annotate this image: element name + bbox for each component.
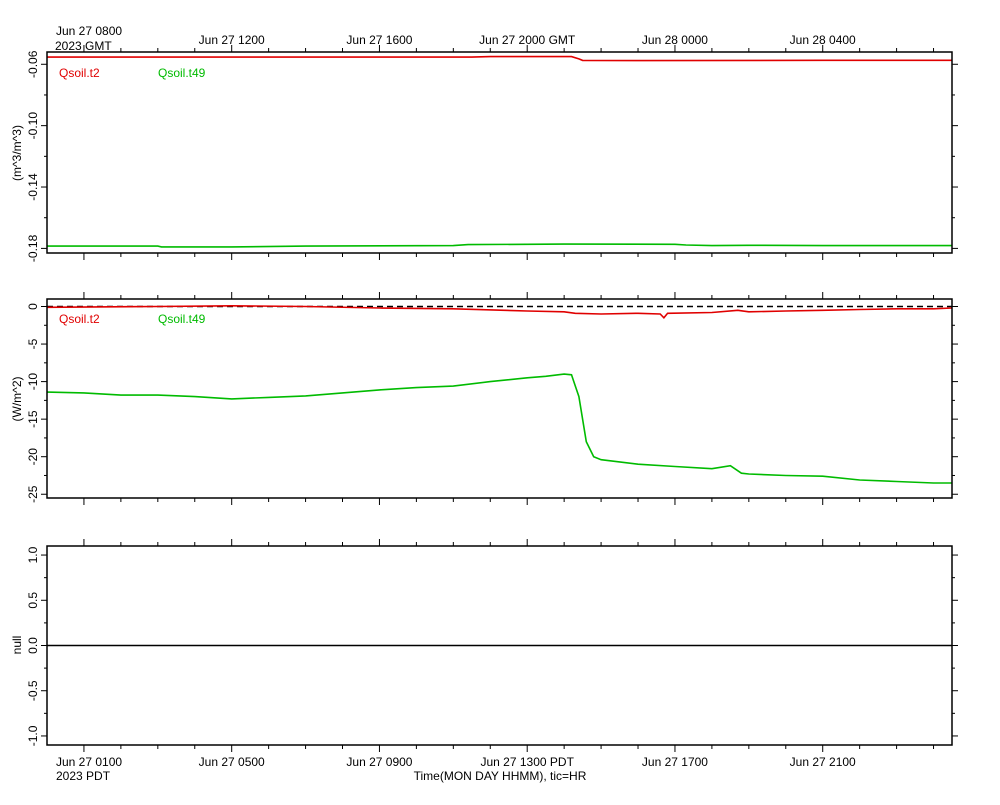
x-axis-title: Time(MON DAY HHMM), tic=HR bbox=[414, 769, 587, 783]
y-tick-label: -5 bbox=[26, 338, 40, 349]
bottom-tick-label: Jun 27 1700 bbox=[642, 755, 708, 769]
bottom-tick-label: Jun 27 1300 PDT bbox=[481, 755, 575, 769]
y-tick-label: 0.5 bbox=[26, 592, 40, 609]
series-line-Qsoil-t2 bbox=[46, 304, 953, 319]
series-line-Qsoil-t2 bbox=[47, 55, 952, 62]
y-tick-label: -0.10 bbox=[26, 112, 40, 140]
y-tick-label: -15 bbox=[26, 410, 40, 428]
top-first-tick-line1: Jun 27 0800 bbox=[56, 24, 122, 38]
top-tick-label: Jun 27 1600 bbox=[346, 33, 412, 47]
y-tick-label: -0.06 bbox=[26, 50, 40, 78]
top-tick-labels: Jun 27 1200 Jun 27 1600 Jun 27 2000 GMT Jun… bbox=[199, 33, 856, 47]
series-line-Qsoil-t49 bbox=[46, 373, 952, 484]
top-tick-label: Jun 28 0400 bbox=[790, 33, 856, 47]
y-tick-label: 1.0 bbox=[26, 546, 40, 563]
plot-frame bbox=[46, 298, 953, 499]
y-tick-label: -10 bbox=[26, 373, 40, 391]
plot-frame bbox=[46, 51, 953, 254]
ylabel-panel1: (m^3/m^3) bbox=[10, 125, 24, 181]
legend-p1-s1: Qsoil.t2 bbox=[59, 66, 100, 80]
y-tick-label: 0.0 bbox=[26, 637, 40, 654]
y-tick-label: 0 bbox=[26, 303, 40, 310]
bottom-tick-label: Jun 27 2100 bbox=[790, 755, 856, 769]
ylabel-panel3: null bbox=[10, 636, 24, 655]
bottom-tick-label: Jun 27 0500 bbox=[199, 755, 265, 769]
y-tick-label: -0.18 bbox=[26, 234, 40, 262]
bottom-tick-label: Jun 27 0900 bbox=[346, 755, 412, 769]
series-line-Qsoil-t49 bbox=[47, 243, 952, 248]
legend-p1-s2: Qsoil.t49 bbox=[158, 66, 206, 80]
bottom-tick-labels: Jun 27 0500 Jun 27 0900 Jun 27 1300 PDT Jun… bbox=[199, 755, 856, 769]
y-tick-label: -0.5 bbox=[26, 680, 40, 701]
bottom-first-tick-line2: 2023 PDT bbox=[56, 769, 111, 783]
plot-frame bbox=[46, 545, 953, 746]
top-tick-label: Jun 27 2000 GMT bbox=[479, 33, 576, 47]
bottom-first-tick-line1: Jun 27 0100 bbox=[56, 755, 122, 769]
legend-p2-s1: Qsoil.t2 bbox=[59, 312, 100, 326]
panel-2: 0 -5 -10 -15 -20 -25 bbox=[26, 292, 958, 505]
panel-1: -0.06 -0.10 -0.14 -0.18 bbox=[26, 45, 958, 262]
y-tick-label: -1.0 bbox=[26, 725, 40, 746]
y-tick-label: -25 bbox=[26, 485, 40, 503]
top-tick-label: Jun 28 0000 bbox=[642, 33, 708, 47]
panel-3: 1.0 0.5 0.0 -0.5 -1.0 bbox=[26, 539, 958, 752]
y-tick-label: -20 bbox=[26, 448, 40, 466]
legend-p2-s2: Qsoil.t49 bbox=[158, 312, 206, 326]
y-tick-label: -0.14 bbox=[26, 173, 40, 201]
ylabel-panel2: (W/m^2) bbox=[10, 377, 24, 422]
top-tick-label: Jun 27 1200 bbox=[199, 33, 265, 47]
